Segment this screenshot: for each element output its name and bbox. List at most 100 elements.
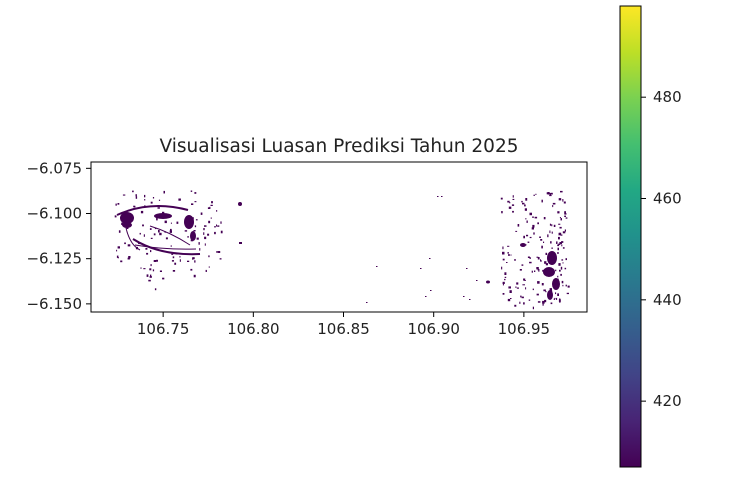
raster-cell (554, 297, 556, 299)
raster-cell (205, 269, 207, 272)
raster-cell (557, 247, 559, 251)
raster-cell (437, 196, 439, 197)
raster-cell (561, 241, 564, 243)
raster-cell (164, 231, 166, 233)
raster-cell (508, 286, 511, 289)
raster-cell (523, 235, 525, 239)
raster-cell (564, 267, 567, 270)
raster-cell (154, 227, 157, 230)
raster-cell (512, 210, 514, 213)
raster-cell (204, 225, 207, 227)
raster-stroke (116, 205, 189, 216)
raster-cell (525, 287, 527, 290)
x-tick-label: 106.85 (317, 320, 370, 338)
raster-cell (559, 217, 561, 219)
raster-cell (557, 293, 559, 296)
raster-stroke (134, 244, 197, 250)
raster-blob (547, 251, 557, 265)
raster-cell (525, 244, 527, 246)
raster-cell (543, 241, 545, 243)
raster-cell (126, 227, 129, 229)
raster-cell (217, 225, 220, 227)
raster-cell (542, 300, 545, 304)
raster-cell (551, 224, 553, 227)
raster-cell (559, 242, 562, 245)
raster-cell (154, 288, 157, 291)
raster-cell (523, 278, 526, 281)
raster-cell (122, 194, 126, 196)
raster-blob (184, 215, 194, 229)
raster-cell (159, 232, 162, 236)
raster-cell (153, 233, 156, 236)
raster-cell (526, 234, 529, 237)
raster-cell (534, 216, 538, 219)
raster-cell (502, 283, 504, 286)
raster-cell (190, 190, 193, 192)
raster-cell (566, 292, 569, 295)
raster-cell (524, 204, 526, 207)
raster-cell (560, 234, 563, 236)
raster-cell (194, 192, 197, 194)
raster-cell (500, 197, 503, 200)
raster-cell (555, 269, 557, 272)
raster-cell (216, 210, 218, 212)
y-axis: −6.075 −6.100 −6.125 −6.150 (26, 159, 91, 313)
raster-cell (430, 290, 432, 291)
raster-cell (516, 282, 519, 285)
raster-cell (200, 212, 203, 215)
raster-cell (545, 263, 548, 266)
raster-cell (193, 274, 196, 278)
raster-cell (555, 297, 558, 300)
raster-cell (172, 256, 175, 259)
raster-cell (532, 288, 534, 291)
raster-cell (165, 237, 168, 240)
raster-cell (469, 299, 471, 300)
x-tick-label: 106.90 (407, 320, 460, 338)
raster-cell (512, 195, 514, 198)
colorbar-gradient (619, 5, 642, 468)
raster-cell (199, 248, 201, 251)
raster-cell (169, 230, 172, 233)
raster-cell (171, 260, 174, 262)
raster-cell (204, 243, 206, 246)
raster-cell (552, 281, 555, 284)
raster-cell (510, 254, 512, 256)
raster-cell (171, 253, 174, 255)
raster-cell (526, 220, 528, 223)
raster-cell (564, 229, 566, 232)
raster-cell (156, 217, 158, 221)
raster-cell (562, 231, 566, 234)
raster-cell (542, 269, 544, 272)
raster-cell (552, 205, 554, 208)
raster-cell (511, 204, 515, 206)
raster-cell (178, 198, 181, 201)
raster-cell (537, 281, 540, 284)
raster-cell (564, 213, 567, 215)
raster-cell (533, 232, 535, 235)
raster-cell (519, 269, 522, 271)
raster-cell (504, 272, 507, 275)
raster-cell (561, 244, 563, 247)
raster-cell (150, 264, 152, 267)
raster-cell (135, 194, 137, 197)
raster-cell (549, 230, 551, 234)
colorbar-tick-label: 420 (653, 392, 682, 410)
raster-cell (524, 208, 527, 211)
raster-cell (560, 273, 562, 276)
raster-cell (549, 288, 552, 291)
raster-cell (507, 252, 509, 254)
raster-cell (140, 267, 142, 269)
raster-cell (521, 296, 524, 299)
raster-cell (162, 211, 165, 214)
raster-cell (522, 202, 525, 205)
raster-cell (192, 257, 194, 260)
raster-cell (441, 196, 443, 197)
raster-cell (560, 218, 562, 221)
raster-cell (557, 275, 559, 278)
raster-cell (128, 256, 131, 259)
raster-cell (509, 202, 511, 204)
x-axis: 106.75 106.80 106.85 106.90 106.95 (137, 312, 550, 338)
raster-cell (476, 280, 478, 281)
raster-cell (553, 287, 556, 289)
